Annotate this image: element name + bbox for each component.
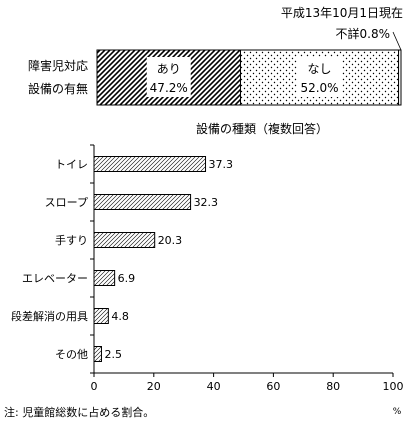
- segment-label-1: なし: [308, 62, 332, 76]
- segment-label-0: あり: [157, 62, 181, 76]
- unknown-label: 不詳0.8%: [335, 26, 390, 41]
- category-label: エレベーター: [22, 272, 88, 285]
- bar: [93, 194, 192, 210]
- x-tick-label: 100: [383, 380, 404, 393]
- value-label: 20.3: [158, 234, 183, 247]
- bar: [93, 232, 156, 248]
- bar: [93, 270, 116, 286]
- x-unit: %: [393, 407, 402, 417]
- x-tick-label: 0: [91, 380, 98, 393]
- segment-label-box-0: [146, 57, 191, 97]
- bar-series: トイレ 37.3 スロープ 32.3 手すり 20.3 エレベーター 6.9 段差解消の用具 4.…: [11, 156, 234, 362]
- value-label: 37.3: [209, 158, 234, 171]
- bar: [93, 346, 102, 362]
- x-axis: 0 20 40 60 80 100: [90, 144, 404, 393]
- category-label: スロープ: [45, 196, 88, 209]
- stacked-bar: あり 47.2% なし 52.0%: [96, 49, 402, 106]
- x-tick-label: 80: [326, 380, 340, 393]
- unknown-label-name: 不詳: [335, 26, 359, 41]
- value-label: 4.8: [111, 310, 128, 323]
- unknown-leader-line: [392, 31, 402, 51]
- unknown-label-value: 0.8%: [360, 27, 391, 41]
- category-label: 段差解消の用具: [11, 309, 88, 323]
- value-label: 2.5: [104, 348, 122, 361]
- row-label-line-1: 障害児対応: [28, 58, 88, 73]
- category-label: 手すり: [55, 233, 88, 247]
- bar: [93, 308, 109, 324]
- x-tick-label: 20: [147, 380, 161, 393]
- category-label: その他: [55, 348, 88, 361]
- x-tick-label: 40: [207, 380, 221, 393]
- row-label-line-2: 設備の有無: [28, 81, 88, 96]
- value-label: 6.9: [118, 272, 136, 285]
- as-of-date: 平成13年10月1日現在: [281, 6, 403, 20]
- stack-segment-2: [398, 49, 402, 106]
- value-label: 32.3: [194, 196, 219, 209]
- category-label: トイレ: [55, 158, 88, 171]
- segment-value-1: 52.0%: [300, 81, 338, 95]
- segment-value-0: 47.2%: [150, 81, 188, 95]
- x-tick-label: 60: [266, 380, 280, 393]
- footnote: 注: 児童館総数に占める割合。: [4, 405, 154, 419]
- bar: [93, 156, 207, 172]
- subchart-title: 設備の種類（複数回答）: [196, 121, 328, 136]
- segment-label-box-1: [297, 57, 342, 97]
